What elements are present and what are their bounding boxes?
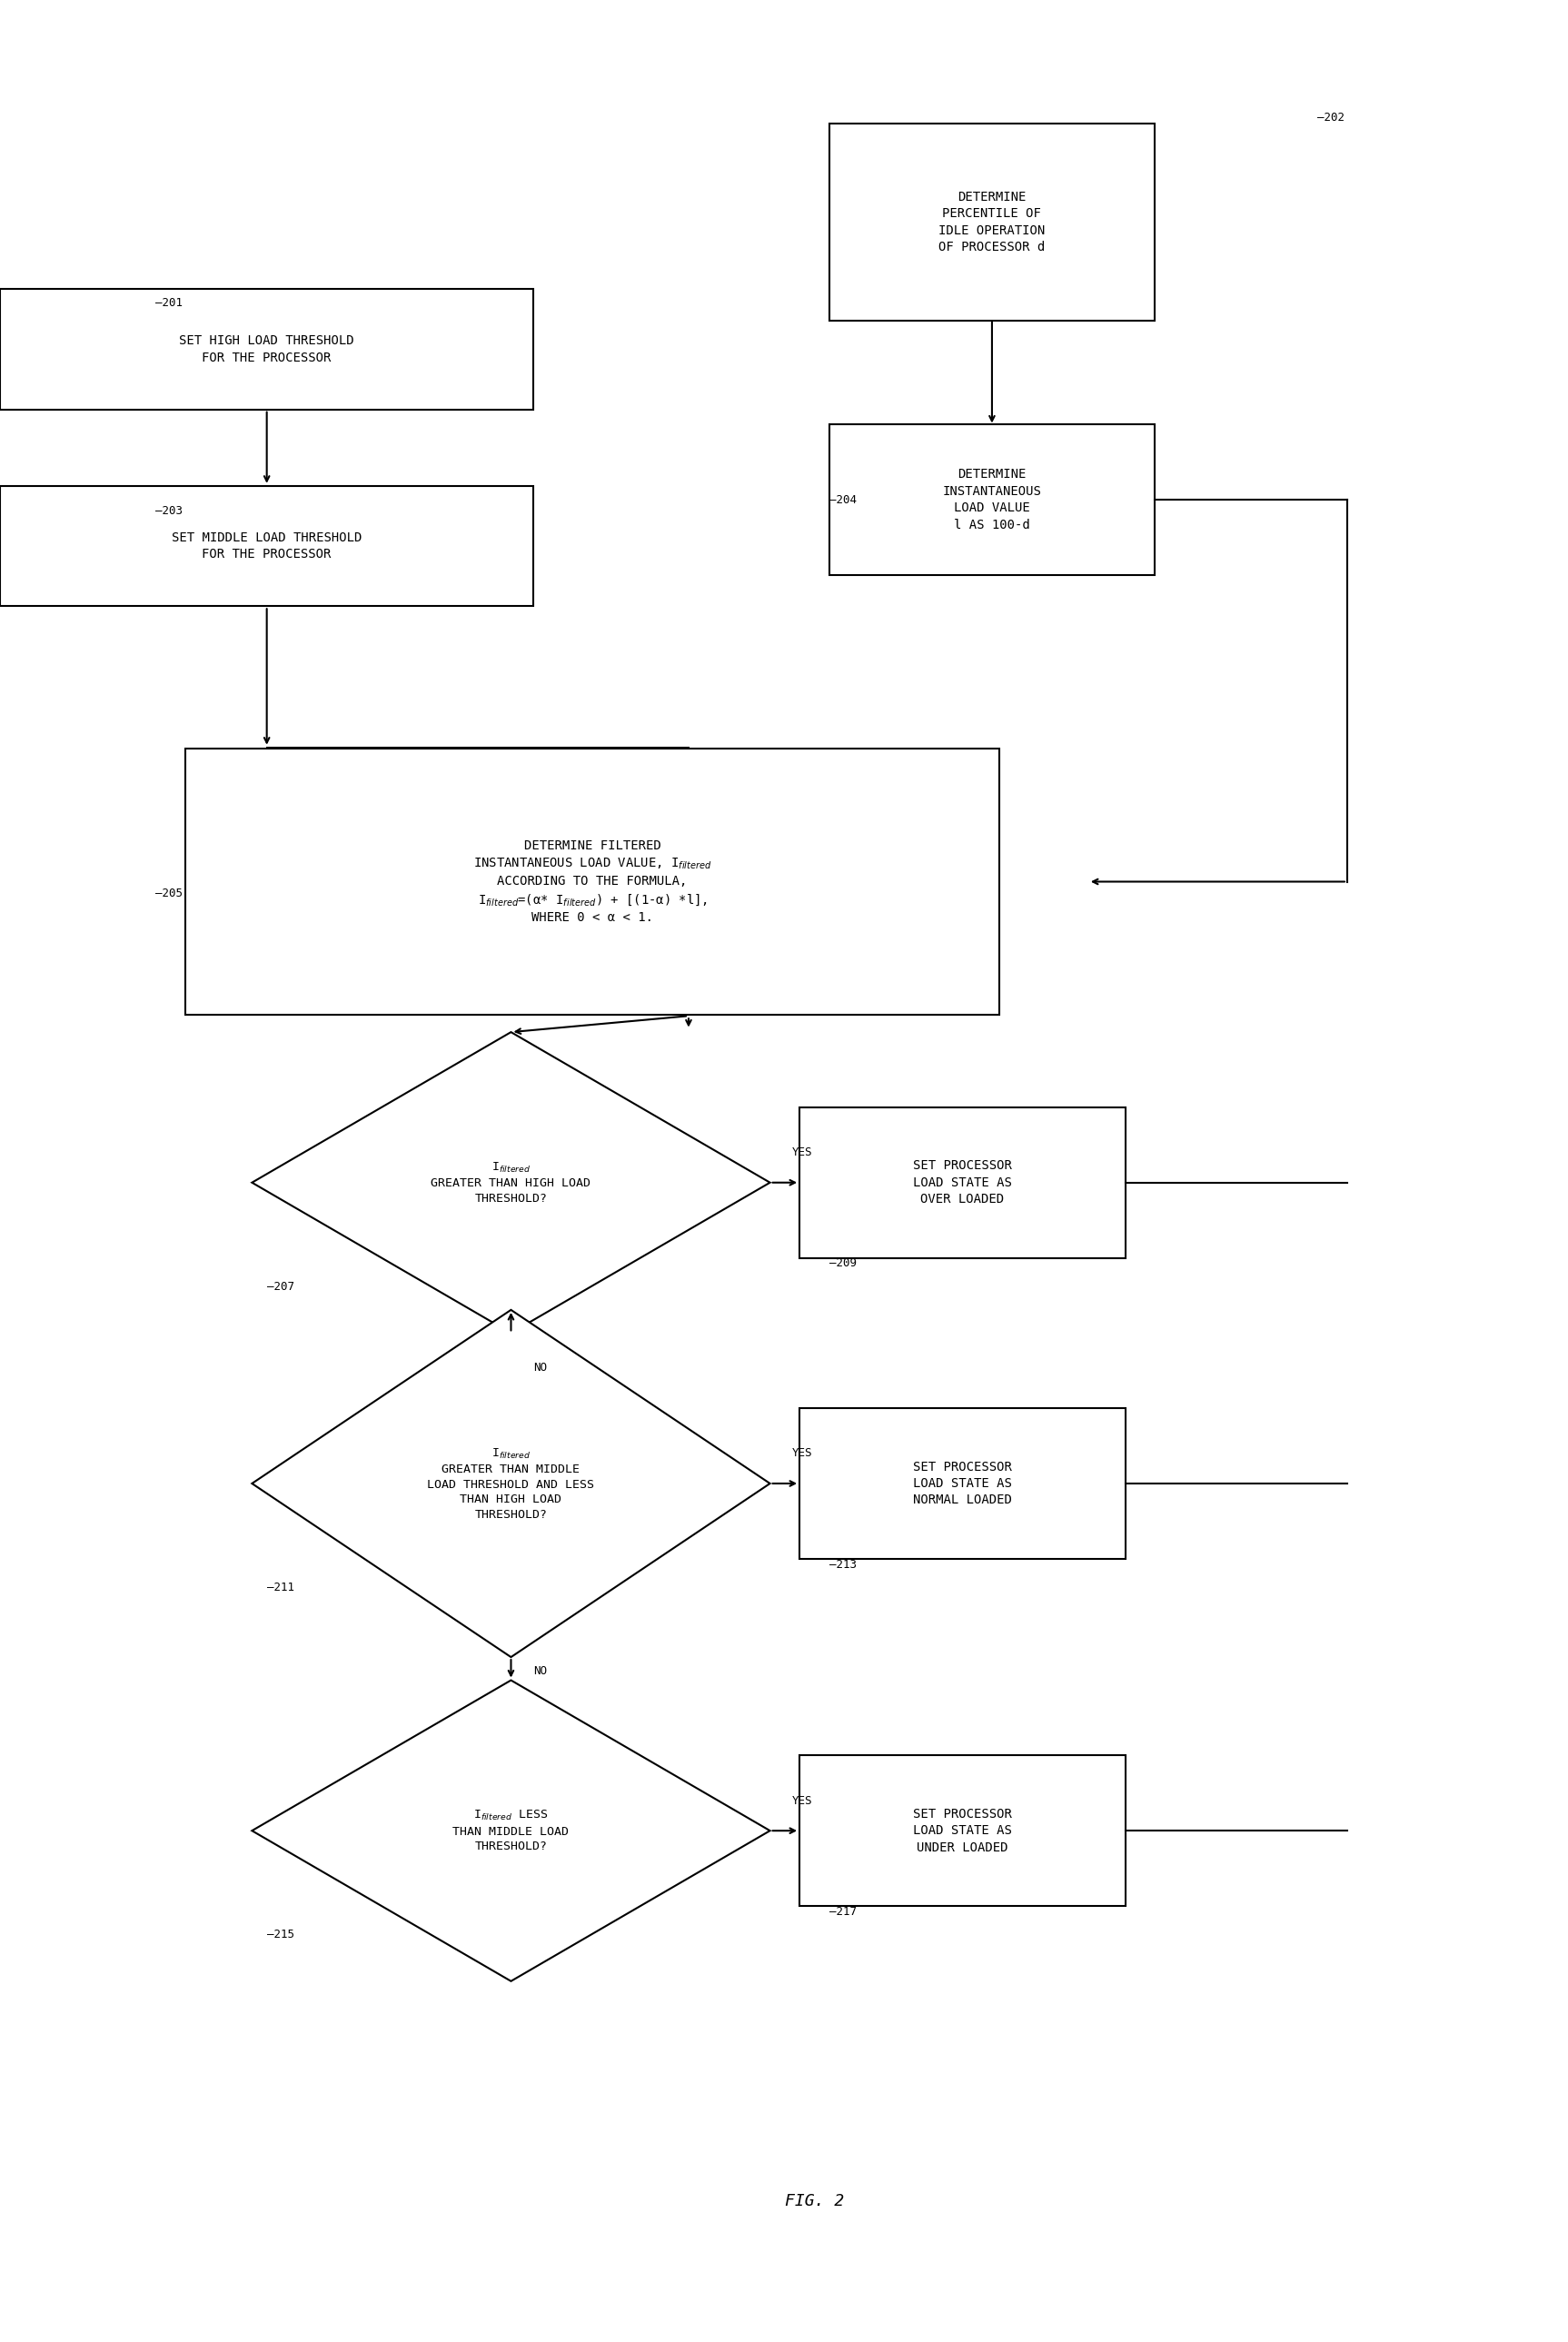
Text: DETERMINE
INSTANTANEOUS
LOAD VALUE
l AS 100-d: DETERMINE INSTANTANEOUS LOAD VALUE l AS …: [942, 468, 1041, 532]
Text: —213: —213: [829, 1560, 856, 1571]
Text: I$_{filtered}$
GREATER THAN HIGH LOAD
THRESHOLD?: I$_{filtered}$ GREATER THAN HIGH LOAD TH…: [431, 1162, 591, 1204]
Text: SET HIGH LOAD THRESHOLD
FOR THE PROCESSOR: SET HIGH LOAD THRESHOLD FOR THE PROCESSO…: [179, 335, 354, 363]
Text: SET PROCESSOR
LOAD STATE AS
OVER LOADED: SET PROCESSOR LOAD STATE AS OVER LOADED: [913, 1159, 1011, 1206]
Text: NO: NO: [533, 1665, 547, 1677]
Polygon shape: [252, 1679, 770, 1981]
Text: —211: —211: [267, 1581, 295, 1593]
FancyBboxPatch shape: [0, 288, 533, 410]
Text: DETERMINE FILTERED
INSTANTANEOUS LOAD VALUE, I$_{filtered}$
ACCORDING TO THE FOR: DETERMINE FILTERED INSTANTANEOUS LOAD VA…: [474, 838, 712, 925]
Text: YES: YES: [792, 1148, 812, 1159]
Text: SET MIDDLE LOAD THRESHOLD
FOR THE PROCESSOR: SET MIDDLE LOAD THRESHOLD FOR THE PROCES…: [171, 532, 362, 560]
Text: —215: —215: [267, 1930, 295, 1942]
Polygon shape: [252, 1033, 770, 1333]
FancyBboxPatch shape: [0, 485, 533, 607]
Text: SET PROCESSOR
LOAD STATE AS
UNDER LOADED: SET PROCESSOR LOAD STATE AS UNDER LOADED: [913, 1808, 1011, 1855]
Text: —202: —202: [1317, 112, 1345, 124]
Text: —201: —201: [155, 297, 183, 309]
Text: FIG. 2: FIG. 2: [784, 2192, 844, 2209]
Text: DETERMINE
PERCENTILE OF
IDLE OPERATION
OF PROCESSOR d: DETERMINE PERCENTILE OF IDLE OPERATION O…: [939, 190, 1046, 253]
Text: I$_{filtered}$ LESS
THAN MIDDLE LOAD
THRESHOLD?: I$_{filtered}$ LESS THAN MIDDLE LOAD THR…: [453, 1808, 569, 1853]
Text: YES: YES: [792, 1794, 812, 1806]
Text: —203: —203: [155, 506, 183, 518]
FancyBboxPatch shape: [800, 1756, 1126, 1906]
Text: —209: —209: [829, 1258, 856, 1269]
Text: SET PROCESSOR
LOAD STATE AS
NORMAL LOADED: SET PROCESSOR LOAD STATE AS NORMAL LOADE…: [913, 1461, 1011, 1506]
Text: —207: —207: [267, 1281, 295, 1293]
Text: —217: —217: [829, 1906, 856, 1918]
Text: I$_{filtered}$
GREATER THAN MIDDLE
LOAD THRESHOLD AND LESS
THAN HIGH LOAD
THRESH: I$_{filtered}$ GREATER THAN MIDDLE LOAD …: [428, 1447, 594, 1520]
FancyBboxPatch shape: [185, 749, 999, 1014]
FancyBboxPatch shape: [800, 1408, 1126, 1560]
FancyBboxPatch shape: [829, 424, 1154, 574]
Text: —204: —204: [829, 494, 856, 506]
Text: —205: —205: [155, 888, 183, 899]
FancyBboxPatch shape: [800, 1108, 1126, 1258]
Polygon shape: [252, 1309, 770, 1658]
Text: NO: NO: [533, 1361, 547, 1375]
FancyBboxPatch shape: [829, 124, 1154, 321]
Text: YES: YES: [792, 1447, 812, 1459]
